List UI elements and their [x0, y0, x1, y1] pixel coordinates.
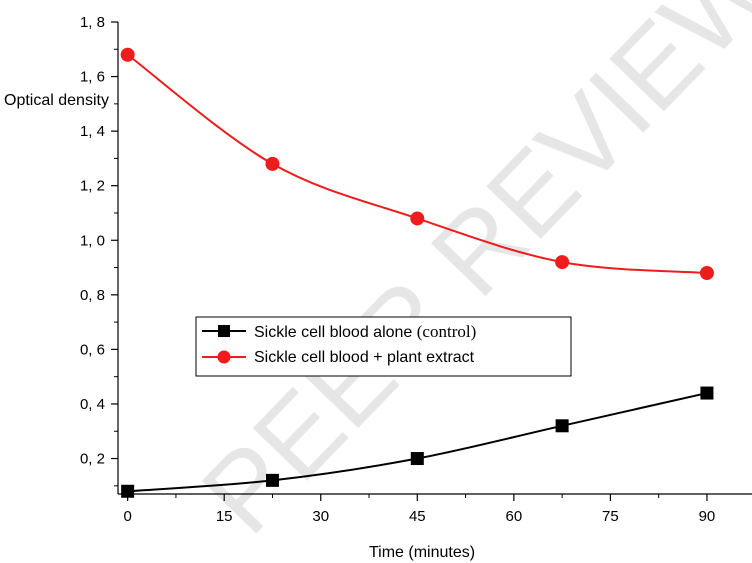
x-tick-label-5: 75 [602, 508, 619, 525]
series-1-point-3 [555, 255, 570, 270]
x-tick-label-6: 90 [699, 508, 716, 525]
series-0-point-3 [555, 419, 569, 433]
series-layer [120, 47, 714, 498]
series-0-point-0 [121, 484, 135, 498]
y-tick-label-1: 0, 4 [80, 396, 105, 413]
legend-label-control: Sickle cell blood alone (control) [254, 322, 476, 341]
legend-label-control-tail: (control) [417, 322, 476, 341]
legend-marker-extract [217, 350, 231, 364]
series-0-point-4 [700, 386, 714, 400]
y-tick-label-8: 1, 8 [80, 14, 105, 31]
axes: 0, 2 0, 4 0, 6 0, 8 1, 0 1, 2 1, 4 1, 6 1, 8 0 15 3… [80, 14, 752, 525]
series-1-point-0 [120, 47, 135, 62]
legend: Sickle cell blood alone (control) Sickle… [195, 316, 572, 377]
legend-marker-control [218, 325, 230, 337]
watermark-text: PEER REVIEW [179, 0, 752, 557]
series-1-point-4 [699, 266, 714, 281]
x-tick-label-0: 0 [123, 508, 131, 525]
series-0-point-2 [410, 452, 424, 466]
y-tick-label-3: 0, 8 [80, 287, 105, 304]
x-tick-label-4: 60 [506, 508, 523, 525]
x-tick-label-1: 15 [216, 508, 233, 525]
series-1-point-2 [410, 211, 425, 226]
legend-label-extract: Sickle cell blood + plant extract [254, 349, 475, 366]
legend-box [195, 316, 572, 377]
y-axis-title: Optical density [4, 92, 109, 109]
y-tick-label-0: 0, 2 [80, 451, 105, 468]
x-axis-title: Time (minutes) [369, 544, 475, 561]
x-tick-label-2: 30 [312, 508, 329, 525]
y-tick-label-6: 1, 4 [80, 123, 105, 140]
series-1-point-1 [265, 156, 280, 171]
y-tick-label-4: 1, 0 [80, 232, 105, 249]
y-tick-label-2: 0, 6 [80, 341, 105, 358]
x-tick-label-3: 45 [409, 508, 426, 525]
series-0-point-1 [265, 473, 279, 487]
y-tick-label-7: 1, 6 [80, 69, 105, 86]
y-tick-label-5: 1, 2 [80, 178, 105, 195]
legend-label-control-main: Sickle cell blood alone [254, 324, 417, 341]
